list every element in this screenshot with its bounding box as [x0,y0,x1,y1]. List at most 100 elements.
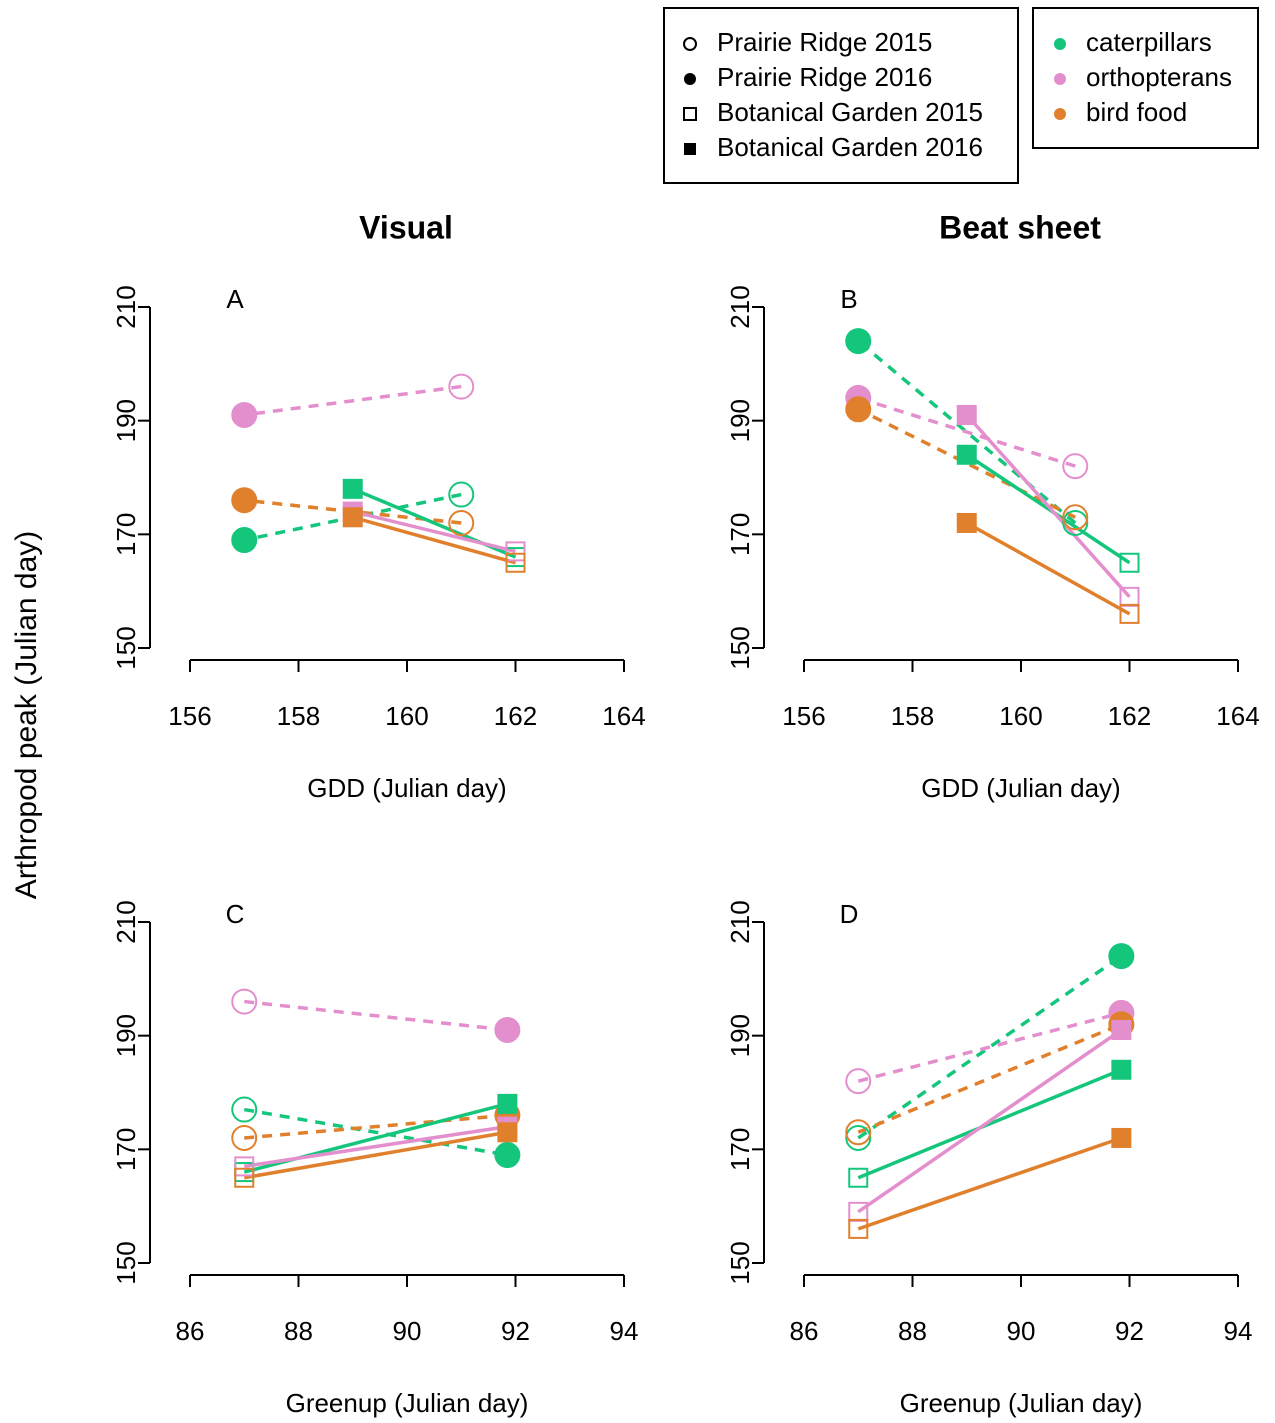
legend-label: caterpillars [1086,27,1212,57]
x-tick-label: 92 [501,1316,530,1346]
series-line [857,1028,1123,1214]
taxa-legend-box [1032,7,1259,149]
data-point [234,1167,255,1188]
y-tick-label: 210 [111,900,141,943]
series-line [965,453,1131,565]
data-point [956,444,977,465]
x-tick-label: 94 [610,1316,639,1346]
x-tick-label: 162 [1108,701,1151,731]
x-tick-label: 164 [602,701,645,731]
y-tick-label: 210 [111,285,141,328]
panel-title: Visual [359,209,453,245]
legend-marker [684,73,696,85]
data-point [497,1122,518,1143]
y-tick-label: 210 [725,285,755,328]
series-line [352,515,516,565]
y-tick-label: 190 [725,1014,755,1057]
data-point [1111,1127,1132,1148]
panel-label: A [226,284,244,314]
x-axis-label: GDD (Julian day) [307,773,506,803]
data-point [448,509,475,536]
legend-marker [1054,73,1066,85]
x-tick-label: 88 [898,1316,927,1346]
data-point [231,988,258,1015]
series-line [352,509,516,554]
x-tick-label: 90 [1007,1316,1036,1346]
data-point [1108,943,1135,970]
y-tick-label: 150 [111,1241,141,1284]
y-tick-label: 190 [111,399,141,442]
y-tick-label: 170 [725,513,755,556]
data-point [845,1124,872,1151]
y-tick-label: 150 [111,626,141,669]
x-tick-label: 88 [284,1316,313,1346]
legend-label: Prairie Ridge 2015 [717,27,932,57]
y-axis-label: Arthropod peak (Julian day) [10,531,43,900]
data-point [505,541,526,562]
data-point [956,512,977,533]
data-point [497,1093,518,1114]
data-point [1119,603,1140,624]
y-tick-label: 190 [111,1014,141,1057]
site-legend-box [663,7,1019,184]
x-tick-label: 94 [1224,1316,1253,1346]
panel-label: C [226,899,245,929]
x-tick-label: 86 [176,1316,205,1346]
legend-label: orthopterans [1086,62,1232,92]
data-point [231,1096,258,1123]
y-tick-label: 150 [725,626,755,669]
data-point [848,1167,869,1188]
data-point [1062,504,1089,531]
data-point [231,401,258,428]
data-point [1111,1059,1132,1080]
data-point [234,1156,255,1177]
series-line [965,521,1131,616]
x-tick-label: 156 [168,701,211,731]
series-line [857,1136,1122,1231]
data-point [845,396,872,423]
data-point [845,1119,872,1146]
x-tick-label: 164 [1216,701,1259,731]
legend-marker [683,37,697,51]
panel-label: D [840,899,859,929]
data-point [845,328,872,355]
x-tick-label: 92 [1115,1316,1144,1346]
x-tick-label: 160 [999,701,1042,731]
data-point [448,481,475,508]
series-line [857,1022,1123,1134]
data-point [845,1068,872,1095]
x-tick-label: 158 [891,701,934,731]
series-line [243,1130,508,1180]
data-point [448,373,475,400]
data-point [1062,453,1089,480]
legend-label: Botanical Garden 2016 [717,132,983,162]
data-point [1062,509,1089,536]
data-point [231,527,258,554]
y-tick-label: 170 [111,1128,141,1171]
series-line [857,407,1077,519]
panel-title: Beat sheet [939,209,1101,245]
series-line [243,1124,508,1169]
series-line [857,339,1077,525]
data-point [505,552,526,573]
data-point [1111,1019,1132,1040]
x-tick-label: 156 [782,701,825,731]
legend-label: Botanical Garden 2015 [717,97,983,127]
series-line [857,396,1076,468]
data-point [494,1142,521,1169]
data-point [1119,552,1140,573]
y-tick-label: 210 [725,900,755,943]
series-line [244,999,508,1032]
data-point [231,1124,258,1151]
data-point [848,1218,869,1239]
y-tick-label: 150 [725,1241,755,1284]
x-tick-label: 158 [277,701,320,731]
legend-label: bird food [1086,97,1187,127]
panel-label: B [840,284,857,314]
x-axis-label: Greenup (Julian day) [900,1388,1143,1418]
series-line [965,413,1131,599]
legend-marker [1054,108,1066,120]
data-point [342,478,363,499]
data-point [231,487,258,514]
